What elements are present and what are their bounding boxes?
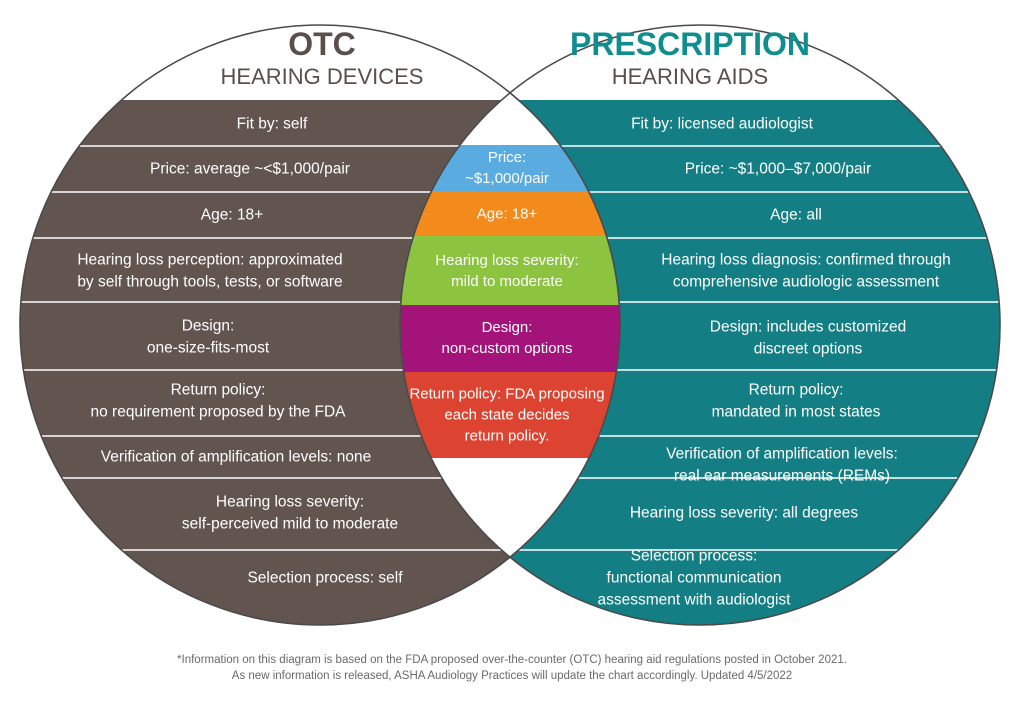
otc-row-6-line: no requirement proposed by the FDA — [90, 404, 346, 421]
otc-row-8-line: Hearing loss severity: — [216, 494, 364, 511]
prescription-row-5-line: Design: includes customized — [710, 319, 906, 336]
footnote-line-1: *Information on this diagram is based on… — [177, 654, 847, 666]
prescription-row-2-line: Price: ~$1,000–$7,000/pair — [685, 161, 872, 178]
prescription-row-9-line: functional communication — [607, 570, 782, 587]
otc-band — [20, 610, 520, 625]
overlap-row-5-line: return policy. — [465, 428, 550, 445]
overlap-row-3-line: mild to moderate — [451, 273, 563, 290]
footnote-line-2: As new information is released, ASHA Aud… — [231, 670, 793, 682]
prescription-title: PRESCRIPTION — [570, 26, 810, 62]
otc-row-4-line: by self through tools, tests, or softwar… — [77, 274, 342, 291]
overlap-row-4-line: Design: — [482, 319, 533, 336]
prescription-row-7-line: real ear measurements (REMs) — [674, 468, 890, 485]
otc-row-1-line: Fit by: self — [237, 116, 308, 133]
overlap-row-5-line: Return policy: FDA proposing — [409, 386, 604, 403]
overlap-labels: Price: ~$1,000/pair Age: 18+ Hearing loss s… — [409, 149, 604, 445]
otc-subtitle: HEARING DEVICES — [221, 64, 424, 89]
overlap-band — [400, 372, 620, 458]
otc-row-5-line: one-size-fits-most — [147, 340, 270, 357]
prescription-row-1-line: Fit by: licensed audiologist — [631, 116, 813, 133]
overlap-row-3-line: Hearing loss severity: — [435, 252, 578, 269]
otc-circle-outline — [19, 24, 621, 626]
prescription-row-4-line: comprehensive audiologic assessment — [673, 274, 940, 291]
overlap-row-2-line: Age: 18+ — [477, 206, 538, 223]
overlap-band — [400, 236, 620, 305]
otc-row-4-line: Hearing loss perception: approximated — [77, 252, 342, 269]
otc-row-5-line: Design: — [182, 318, 235, 335]
overlap-band — [400, 191, 620, 236]
otc-row-3-line: Age: 18+ — [201, 207, 263, 224]
overlap-row-5-line: each state decides — [444, 407, 569, 424]
prescription-row-8-line: Hearing loss severity: all degrees — [630, 505, 859, 522]
otc-row-7-line: Verification of amplification levels: no… — [101, 449, 372, 466]
overlap-row-1-line: Price: — [488, 149, 526, 166]
prescription-circle-outline — [399, 24, 1001, 626]
prescription-subtitle: HEARING AIDS — [612, 64, 768, 89]
overlap-row-4-line: non-custom options — [442, 340, 573, 357]
prescription-row-6-line: mandated in most states — [712, 404, 881, 421]
otc-row-9-line: Selection process: self — [247, 570, 403, 587]
overlap-band — [400, 305, 620, 372]
prescription-row-4-line: Hearing loss diagnosis: confirmed throug… — [661, 252, 951, 269]
otc-title: OTC — [288, 26, 356, 62]
prescription-labels: Fit by: licensed audiologist Price: ~$1,0… — [598, 116, 951, 609]
otc-row-2-line: Price: average ~<$1,000/pair — [150, 161, 350, 178]
prescription-row-7-line: Verification of amplification levels: — [666, 446, 898, 463]
otc-row-6-line: Return policy: — [171, 382, 266, 399]
prescription-row-9-line: Selection process: — [631, 548, 758, 565]
prescription-row-5-line: discreet options — [754, 341, 863, 358]
prescription-row-9-line: assessment with audiologist — [598, 592, 792, 609]
prescription-row-6-line: Return policy: — [749, 382, 844, 399]
overlap-row-1-line: ~$1,000/pair — [465, 170, 549, 187]
otc-labels: Fit by: self Price: average ~<$1,000/pair… — [77, 116, 403, 587]
otc-band — [20, 478, 520, 550]
prescription-band — [500, 610, 1000, 625]
prescription-row-3-line: Age: all — [770, 207, 822, 224]
otc-row-8-line: self-perceived mild to moderate — [182, 516, 398, 533]
